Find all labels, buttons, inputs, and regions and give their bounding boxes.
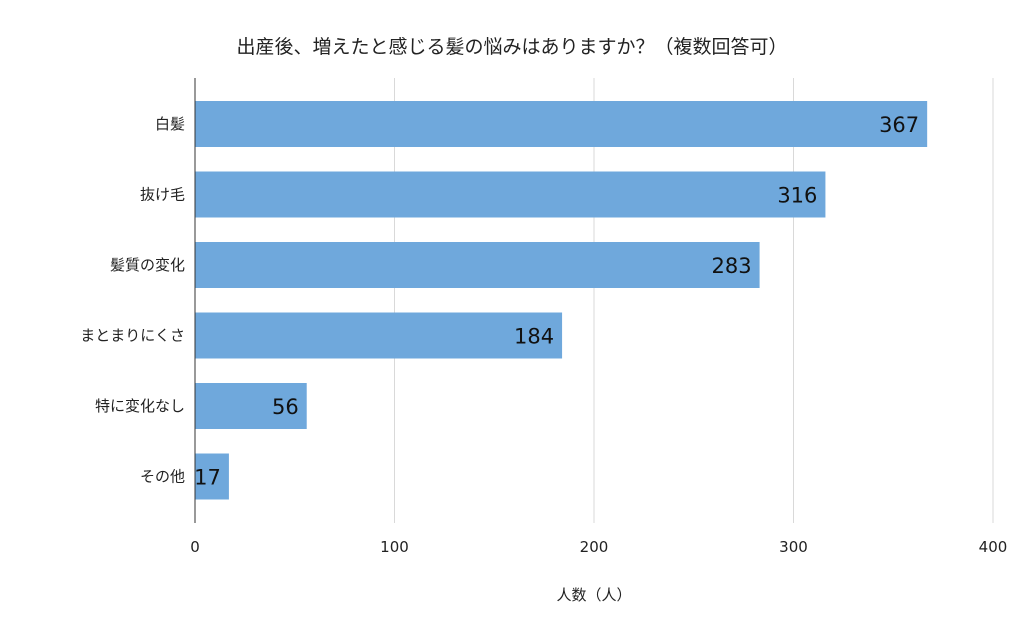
bar-value-label: 17 — [194, 466, 221, 490]
bar — [195, 453, 229, 500]
category-label: 抜け毛 — [140, 186, 185, 204]
category-label: 白髪 — [155, 115, 185, 133]
bars — [195, 101, 928, 500]
bar — [195, 383, 307, 429]
bar-value-label: 56 — [272, 395, 299, 419]
grid-lines — [394, 78, 994, 523]
category-label: 特に変化なし — [95, 397, 185, 415]
bar — [195, 312, 563, 359]
category-label: まとまりにくさ — [80, 327, 185, 345]
category-label: その他 — [140, 468, 185, 486]
bar — [195, 101, 928, 147]
bar-value-label: 283 — [711, 254, 751, 278]
x-axis-title: 人数（人） — [556, 586, 631, 604]
x-tick-label: 400 — [979, 538, 1008, 556]
bar — [195, 242, 760, 288]
x-axis-ticks: 0 100 200 300 400 — [190, 538, 1007, 556]
bar-value-label: 184 — [514, 325, 554, 349]
x-tick-label: 300 — [779, 538, 808, 556]
data-labels: 367 316 283 184 56 17 — [194, 113, 919, 490]
bar — [195, 171, 826, 218]
x-tick-label: 0 — [190, 538, 200, 556]
category-label: 髪質の変化 — [110, 256, 185, 274]
bar-value-label: 367 — [879, 113, 919, 137]
chart-title: 出産後、増えたと感じる髪の悩みはありますか？（複数回答可） — [236, 36, 787, 58]
bar-value-label: 316 — [777, 184, 817, 208]
x-tick-label: 100 — [380, 538, 409, 556]
x-tick-label: 200 — [580, 538, 609, 556]
